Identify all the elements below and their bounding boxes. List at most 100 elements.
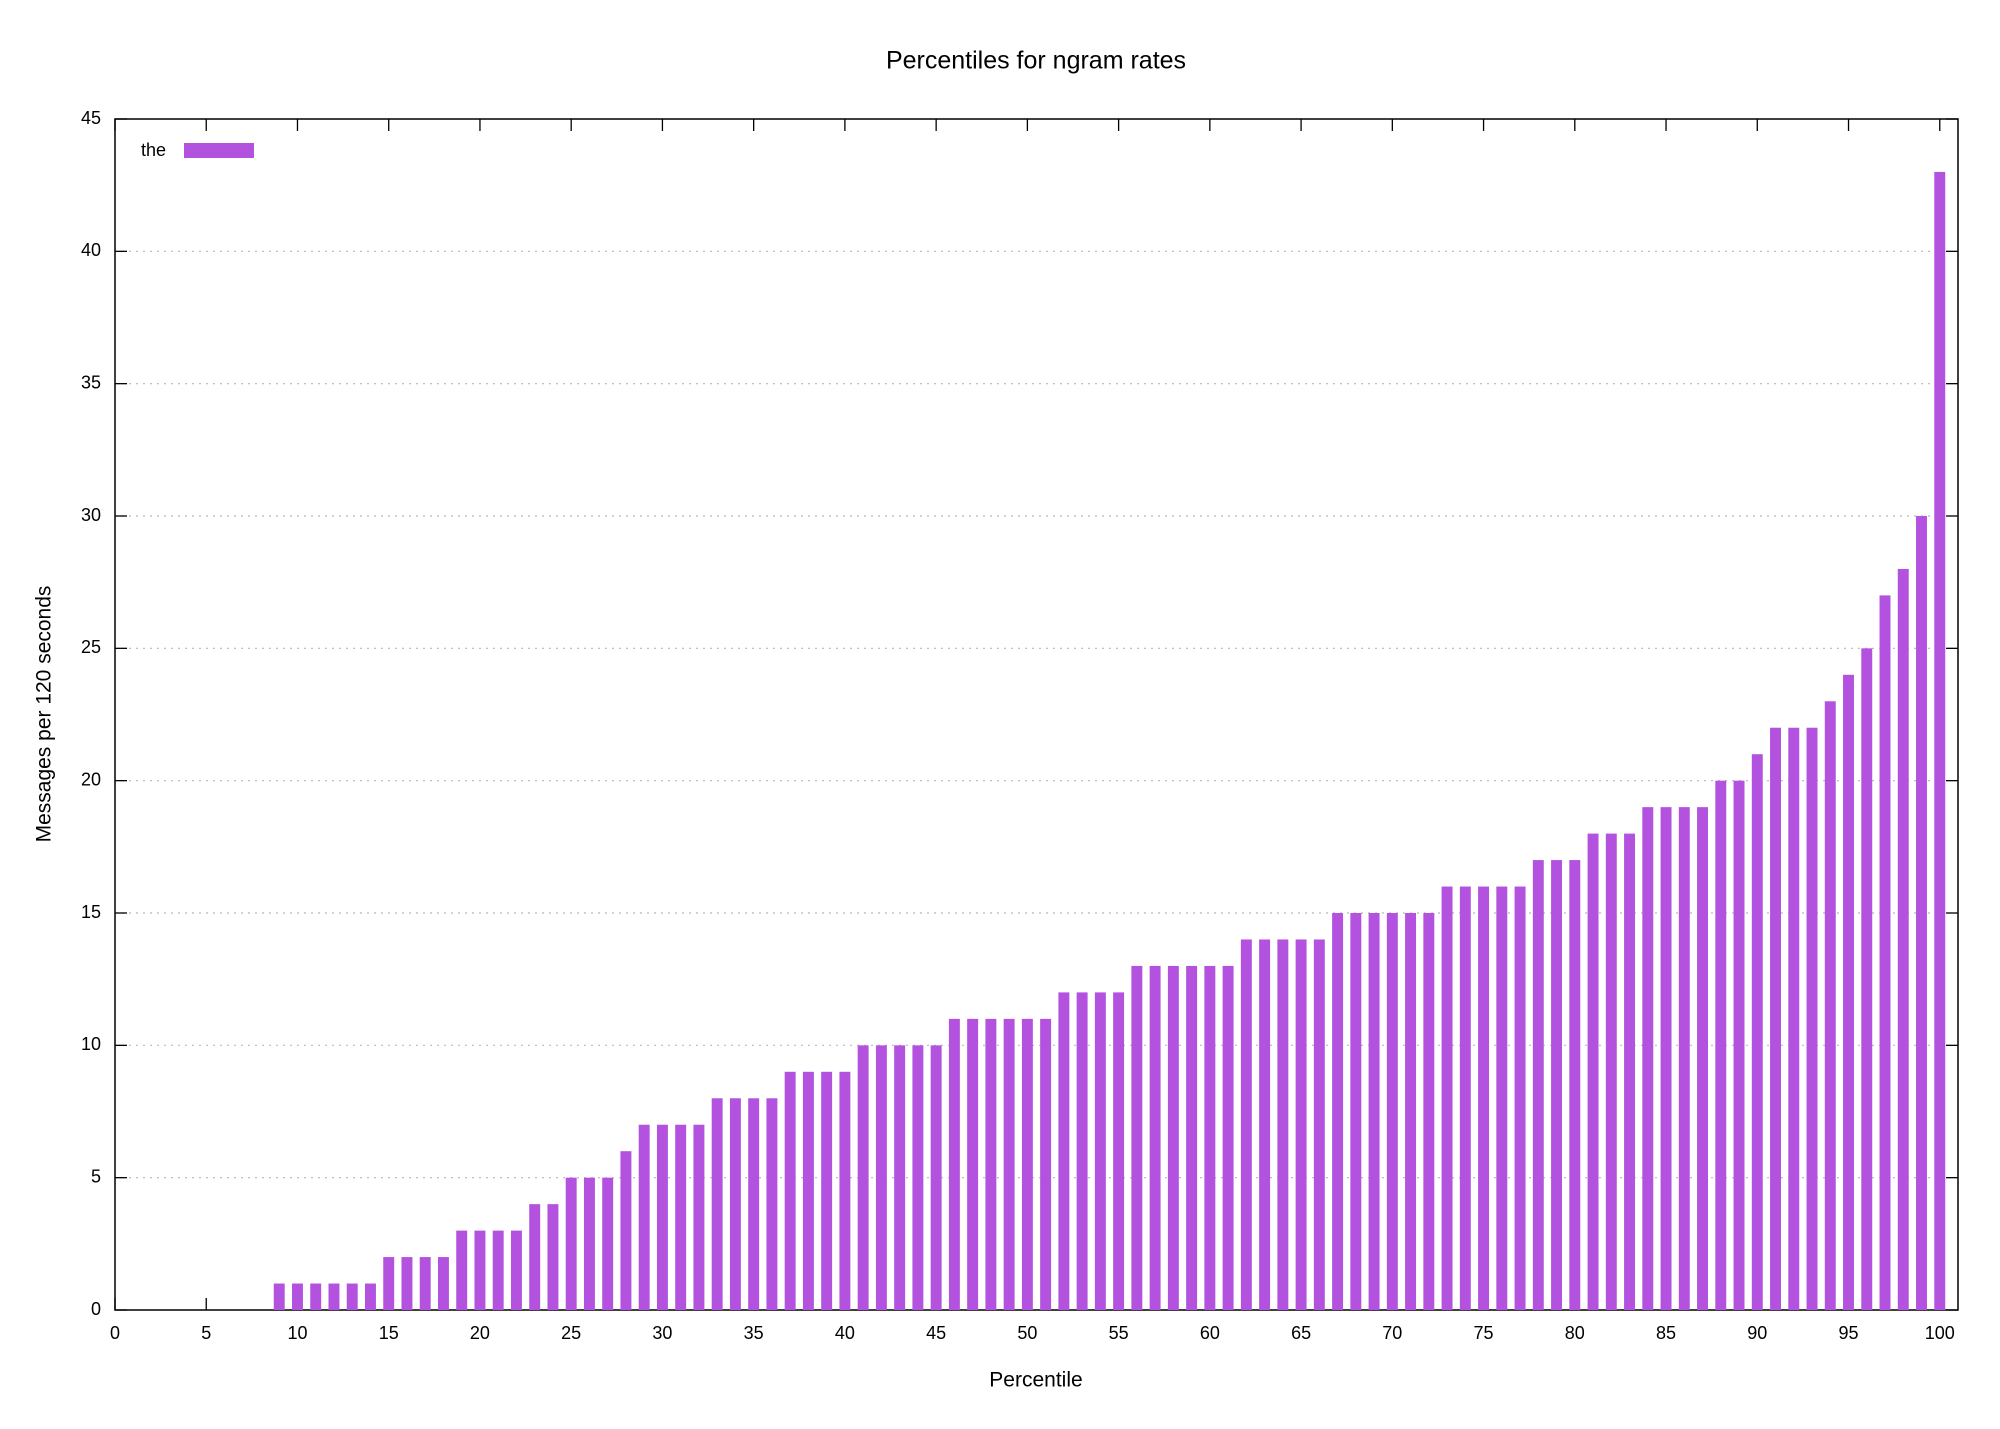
bar — [766, 1098, 778, 1310]
x-tick-label: 85 — [1656, 1323, 1676, 1343]
bar — [1806, 727, 1818, 1310]
bar — [364, 1283, 376, 1310]
bar — [1897, 568, 1909, 1310]
x-tick-label: 10 — [287, 1323, 307, 1343]
bar — [912, 1045, 924, 1310]
bar — [1167, 965, 1179, 1310]
y-axis-label: Messages per 120 seconds — [33, 586, 56, 843]
bar — [1058, 992, 1070, 1310]
bar — [510, 1230, 522, 1310]
bar — [857, 1045, 869, 1310]
bar — [456, 1230, 468, 1310]
bar — [1204, 965, 1216, 1310]
bar — [1149, 965, 1161, 1310]
bar — [748, 1098, 760, 1310]
bar — [328, 1283, 340, 1310]
bar — [620, 1151, 632, 1310]
bar — [437, 1257, 449, 1310]
bar — [1660, 807, 1672, 1310]
bar — [1861, 648, 1873, 1310]
bar — [1423, 913, 1435, 1310]
bar — [1459, 886, 1471, 1310]
bar — [1715, 780, 1727, 1310]
bar — [383, 1257, 395, 1310]
bar — [1678, 807, 1690, 1310]
x-tick-label: 95 — [1838, 1323, 1858, 1343]
bar — [729, 1098, 741, 1310]
bar — [1076, 992, 1088, 1310]
bar — [1003, 1018, 1015, 1310]
bar — [1496, 886, 1508, 1310]
bar — [1916, 516, 1927, 1310]
bar — [1259, 939, 1271, 1310]
bar — [292, 1283, 303, 1310]
bar — [675, 1124, 687, 1310]
bar — [1587, 833, 1599, 1310]
bar — [1441, 886, 1453, 1310]
bar — [1186, 965, 1198, 1310]
bar — [1551, 860, 1563, 1310]
bar — [1824, 701, 1836, 1310]
y-tick-label: 45 — [81, 108, 101, 128]
bar — [1131, 965, 1143, 1310]
bar — [656, 1124, 668, 1310]
bar — [1788, 727, 1800, 1310]
bar — [401, 1257, 413, 1310]
bar — [1277, 939, 1289, 1310]
bar — [1751, 754, 1763, 1310]
bar — [1368, 913, 1380, 1310]
x-tick-label: 15 — [379, 1323, 399, 1343]
bar — [1879, 595, 1891, 1310]
legend-swatch — [184, 143, 254, 158]
bar — [1624, 833, 1636, 1310]
bar — [1569, 860, 1581, 1310]
bar — [821, 1071, 833, 1310]
bar — [802, 1071, 814, 1310]
bar — [529, 1204, 541, 1310]
x-tick-label: 25 — [561, 1323, 581, 1343]
y-tick-label: 20 — [81, 769, 101, 789]
bar — [602, 1177, 614, 1310]
y-tick-label: 25 — [81, 637, 101, 657]
y-tick-label: 0 — [91, 1299, 101, 1319]
bar — [1222, 965, 1234, 1310]
y-tick-label: 5 — [91, 1166, 101, 1186]
bar — [1332, 913, 1344, 1310]
bar — [1240, 939, 1252, 1310]
bar — [419, 1257, 431, 1310]
bar — [1532, 860, 1544, 1310]
bar — [1605, 833, 1617, 1310]
bar — [985, 1018, 997, 1310]
y-tick-label: 15 — [81, 902, 101, 922]
bar — [1295, 939, 1307, 1310]
bar — [875, 1045, 887, 1310]
plot-frame — [114, 118, 1959, 1311]
x-tick-label: 80 — [1565, 1323, 1585, 1343]
x-tick-label: 50 — [1017, 1323, 1037, 1343]
bar — [1733, 780, 1745, 1310]
bar — [1843, 674, 1854, 1310]
bar — [474, 1230, 486, 1310]
x-tick-label: 20 — [470, 1323, 490, 1343]
x-tick-label: 65 — [1291, 1323, 1311, 1343]
chart-title: Percentiles for ngram rates — [886, 47, 1186, 75]
bar — [346, 1283, 358, 1310]
bar — [967, 1018, 979, 1310]
bar — [693, 1124, 705, 1310]
x-tick-label: 0 — [110, 1323, 120, 1343]
bar — [565, 1177, 577, 1310]
bar — [1770, 727, 1781, 1310]
bar — [948, 1018, 960, 1310]
bar — [547, 1204, 559, 1310]
x-tick-label: 70 — [1382, 1323, 1402, 1343]
x-tick-label: 40 — [835, 1323, 855, 1343]
bar — [1350, 913, 1362, 1310]
bar — [1405, 913, 1417, 1310]
x-tick-label: 45 — [926, 1323, 946, 1343]
x-axis-label: Percentile — [989, 1369, 1082, 1392]
x-tick-label: 35 — [744, 1323, 764, 1343]
x-tick-label: 55 — [1109, 1323, 1129, 1343]
bar — [583, 1177, 595, 1310]
bar — [1478, 886, 1490, 1310]
